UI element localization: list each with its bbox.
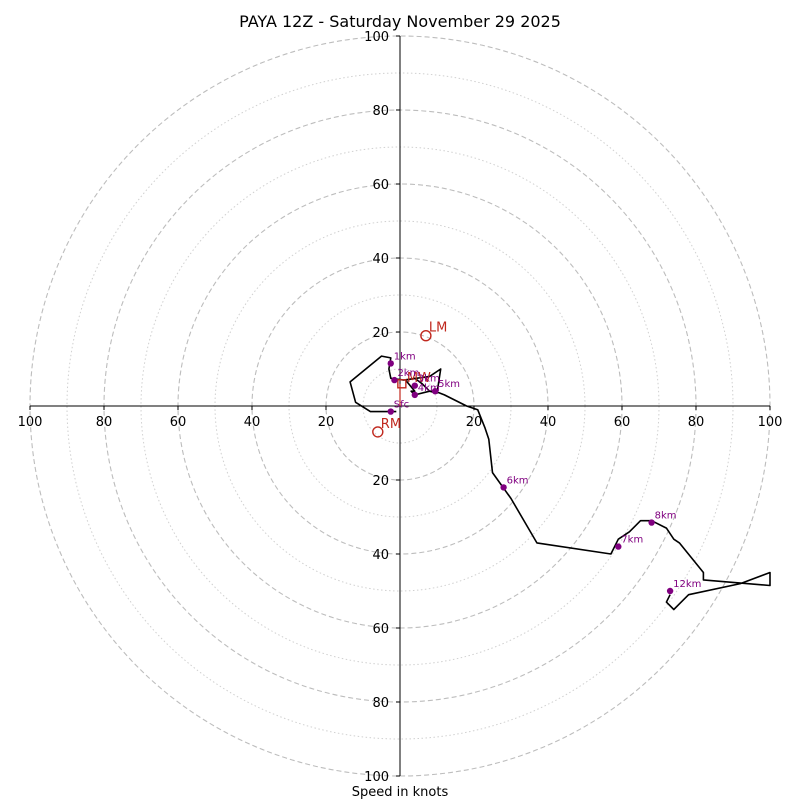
mean-wind-marker xyxy=(397,379,407,389)
right-mover-label: RM xyxy=(381,417,401,432)
height-marker-dot xyxy=(648,519,655,526)
u-tick-label: 40 xyxy=(244,415,261,430)
u-tick-label: 100 xyxy=(18,415,43,430)
storm-motion-marker xyxy=(372,426,384,438)
height-marker-label: 4km xyxy=(418,383,440,394)
height-marker-dot xyxy=(500,484,507,491)
u-tick-label: 60 xyxy=(614,415,631,430)
v-tick-label: 20 xyxy=(372,474,389,489)
v-tick-label: 20 xyxy=(372,326,389,341)
height-marker-label: 7km xyxy=(621,535,643,546)
v-tick-label: 60 xyxy=(372,178,389,193)
v-tick-label: 80 xyxy=(372,104,389,119)
v-tick-label: 40 xyxy=(372,548,389,563)
storm-motion-markers: MW LM RM xyxy=(372,321,447,438)
tick-labels: 20 20 20 20 40 40 40 40 60 60 60 60 80 80 80 80 100 100 10… xyxy=(18,30,783,785)
height-marker-dot xyxy=(387,408,394,415)
v-tick-label: 40 xyxy=(372,252,389,267)
height-marker-dot xyxy=(391,376,398,384)
height-marker-label: 6km xyxy=(507,475,529,486)
storm-motion-marker xyxy=(420,330,432,342)
v-tick-label: 60 xyxy=(372,622,389,637)
height-marker-label: 5km xyxy=(438,379,460,390)
height-marker-dot xyxy=(431,388,439,395)
u-tick-label: 20 xyxy=(318,415,335,430)
height-marker-label: 2km xyxy=(397,368,419,379)
u-tick-label: 40 xyxy=(540,415,557,430)
left-mover-label: LM xyxy=(429,321,447,336)
chart-title: PAYA 12Z - Saturday November 29 2025 xyxy=(239,12,561,31)
height-marker-label: 12km xyxy=(673,579,701,590)
u-tick-label: 80 xyxy=(688,415,705,430)
mean-wind-label: MW xyxy=(407,371,431,386)
height-marker-label: 1km xyxy=(394,351,416,362)
height-marker-dot xyxy=(387,360,394,367)
height-marker-label: 8km xyxy=(655,511,677,522)
v-tick-label: 100 xyxy=(364,30,389,45)
height-marker-dot xyxy=(411,382,418,389)
height-marker-dot xyxy=(666,587,674,595)
u-tick-label: 60 xyxy=(170,415,187,430)
u-tick-label: 20 xyxy=(466,415,483,430)
x-axis-label: Speed in knots xyxy=(352,785,449,800)
height-marker-label: Sfc xyxy=(394,400,409,411)
v-tick-label: 80 xyxy=(372,696,389,711)
height-marker-dot xyxy=(615,543,622,550)
u-tick-label: 100 xyxy=(758,415,783,430)
v-tick-label: 100 xyxy=(364,770,389,785)
height-marker-dot xyxy=(411,391,418,399)
u-tick-label: 80 xyxy=(96,415,113,430)
height-marker-label: 3km xyxy=(418,374,440,385)
